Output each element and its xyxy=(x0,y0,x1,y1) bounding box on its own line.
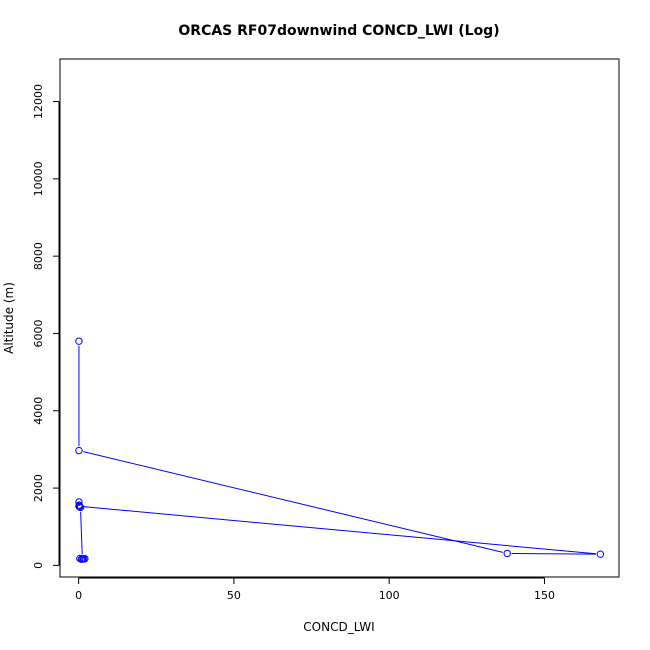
series-segment xyxy=(83,506,596,555)
x-axis-label: CONCD_LWI xyxy=(303,620,374,634)
y-tick-label: 10000 xyxy=(32,161,45,196)
x-tick-label: 50 xyxy=(227,589,241,602)
y-tick-label: 0 xyxy=(32,562,45,569)
y-tick-label: 2000 xyxy=(32,474,45,502)
data-point xyxy=(75,446,83,455)
data-point xyxy=(596,550,605,558)
series-segment xyxy=(80,511,83,555)
y-axis: 0 2000 4000 6000 8000 10000 12000 xyxy=(32,84,60,569)
x-tick-label: 100 xyxy=(379,589,400,602)
x-axis: 0 50 100 150 xyxy=(75,577,555,602)
chart-title: ORCAS RF07downwind CONCD_LWI (Log) xyxy=(178,23,499,39)
series-segment xyxy=(511,552,596,555)
series-segment xyxy=(83,451,503,553)
y-tick-label: 12000 xyxy=(32,84,45,119)
data-point xyxy=(77,555,86,563)
x-tick-label: 0 xyxy=(75,589,82,602)
plot-frame xyxy=(59,58,620,578)
series-layer xyxy=(75,337,605,563)
y-tick-label: 6000 xyxy=(32,319,45,347)
data-point xyxy=(75,502,84,511)
data-point xyxy=(76,503,85,512)
y-tick-label: 8000 xyxy=(32,242,45,270)
data-point xyxy=(75,337,83,345)
y-axis-label: Altitude (m) xyxy=(2,282,16,354)
data-point xyxy=(79,555,88,563)
data-point xyxy=(75,498,83,506)
x-tick-label: 150 xyxy=(534,589,555,602)
data-point xyxy=(503,549,511,558)
y-tick-label: 4000 xyxy=(32,397,45,425)
